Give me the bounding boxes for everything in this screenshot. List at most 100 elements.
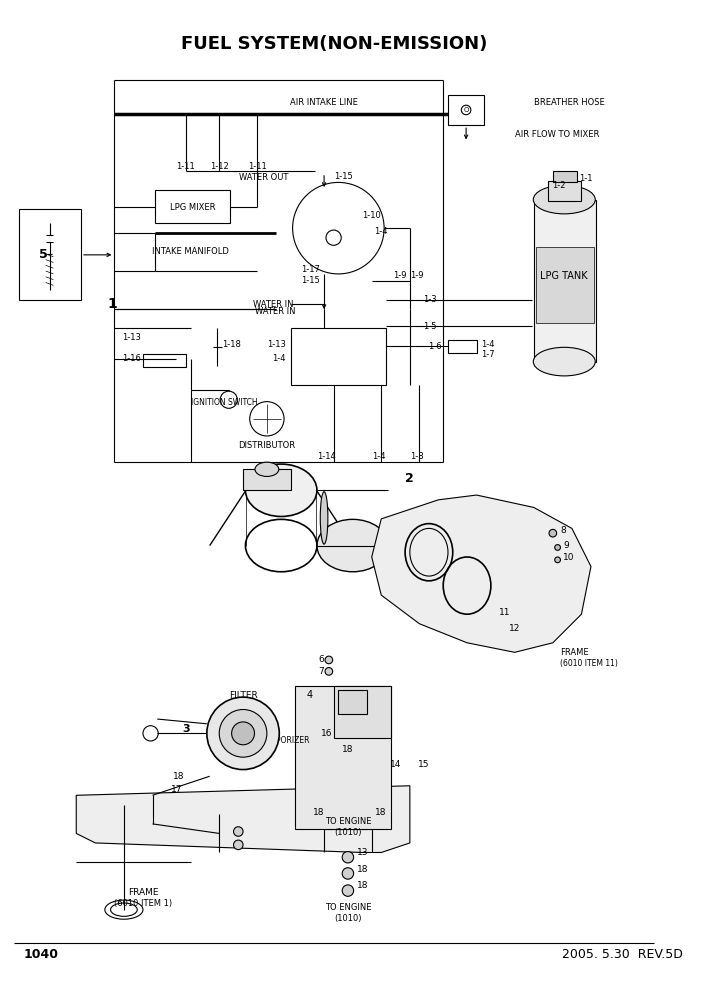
Text: AIR INTAKE LINE: AIR INTAKE LINE (290, 98, 358, 107)
Text: 1-16: 1-16 (122, 354, 141, 363)
Text: 1: 1 (107, 298, 117, 311)
Bar (333, 685, 391, 738)
Text: 7: 7 (318, 667, 324, 676)
Text: (6010 ITEM 11): (6010 ITEM 11) (560, 660, 618, 669)
Text: 1040: 1040 (24, 948, 59, 961)
Text: 1-4: 1-4 (374, 226, 388, 235)
Text: IGNITION SWITCH: IGNITION SWITCH (191, 398, 257, 407)
Text: FUEL SYSTEM(NON-EMISSION): FUEL SYSTEM(NON-EMISSION) (181, 35, 488, 54)
Text: 1-6: 1-6 (428, 342, 442, 351)
Text: LPG TANK: LPG TANK (541, 271, 588, 281)
Circle shape (232, 722, 255, 745)
Text: FRAME: FRAME (128, 888, 158, 897)
Text: DISTRIBUTOR: DISTRIBUTOR (238, 441, 296, 450)
Circle shape (342, 868, 354, 879)
Text: 1-17: 1-17 (301, 265, 320, 274)
Circle shape (234, 840, 243, 849)
Text: 1-11: 1-11 (176, 162, 195, 171)
Text: 13: 13 (357, 848, 369, 857)
Text: 1-1: 1-1 (579, 175, 593, 184)
Text: 1-2: 1-2 (552, 181, 565, 189)
Text: 18: 18 (342, 745, 354, 754)
Text: 10: 10 (563, 554, 575, 562)
Bar (155, 190, 230, 223)
Ellipse shape (317, 520, 388, 571)
Text: 1-4: 1-4 (371, 452, 385, 461)
Text: 1-15: 1-15 (333, 173, 352, 182)
Text: 1-18: 1-18 (222, 340, 241, 349)
Text: 15: 15 (418, 760, 430, 769)
Circle shape (234, 826, 243, 836)
Text: WATER IN: WATER IN (253, 300, 293, 309)
Text: 9: 9 (563, 541, 569, 551)
Text: 2: 2 (406, 472, 414, 485)
Text: 1-10: 1-10 (362, 211, 381, 220)
Text: 18: 18 (357, 865, 369, 874)
Polygon shape (372, 495, 591, 653)
Bar (534, 199, 596, 362)
Ellipse shape (534, 347, 595, 376)
Text: WATER OUT: WATER OUT (239, 174, 289, 183)
Text: 1-9: 1-9 (410, 272, 423, 281)
Bar (143, 354, 186, 367)
Text: 1-8: 1-8 (410, 452, 423, 461)
Bar (536, 247, 594, 323)
Bar (553, 171, 576, 183)
Text: FILTER: FILTER (229, 690, 258, 699)
Text: 3: 3 (182, 723, 190, 733)
Bar (296, 685, 391, 828)
Circle shape (325, 656, 333, 664)
Circle shape (325, 668, 333, 676)
Text: LPG MIXER: LPG MIXER (170, 202, 216, 211)
Text: 18: 18 (173, 772, 185, 781)
Bar (548, 181, 581, 201)
Text: 1-4: 1-4 (482, 340, 495, 349)
Ellipse shape (255, 462, 279, 476)
Text: INTAKE MANIFOLD: INTAKE MANIFOLD (152, 247, 229, 257)
Circle shape (549, 530, 557, 537)
Text: 1-3: 1-3 (423, 296, 437, 305)
Bar (19, 209, 81, 300)
Text: 1-11: 1-11 (248, 162, 267, 171)
Text: 1-9: 1-9 (394, 272, 407, 281)
Circle shape (555, 557, 560, 562)
Bar (243, 469, 291, 490)
Bar (291, 328, 386, 386)
Circle shape (555, 545, 560, 551)
Text: FRAME: FRAME (560, 648, 589, 657)
Circle shape (219, 709, 267, 757)
Circle shape (342, 851, 354, 863)
Text: 12: 12 (509, 624, 520, 633)
Text: O: O (463, 107, 469, 113)
Ellipse shape (320, 492, 328, 545)
Text: 1-7: 1-7 (482, 350, 495, 359)
Bar (448, 339, 477, 353)
Ellipse shape (246, 464, 317, 517)
Polygon shape (77, 786, 410, 852)
Text: 2005. 5.30  REV.5D: 2005. 5.30 REV.5D (562, 948, 683, 961)
Text: 1-13: 1-13 (122, 333, 141, 342)
Text: 4: 4 (307, 690, 313, 700)
Text: 1-5: 1-5 (423, 321, 437, 331)
Text: 11: 11 (499, 608, 511, 617)
Text: 5: 5 (39, 248, 47, 261)
Text: VAPORIZER: VAPORIZER (267, 736, 310, 745)
Text: 18: 18 (312, 807, 324, 817)
Text: 1-12: 1-12 (210, 162, 229, 171)
Text: 6: 6 (318, 656, 324, 665)
Ellipse shape (534, 186, 595, 214)
Text: AIR FLOW TO MIXER: AIR FLOW TO MIXER (515, 130, 599, 139)
Text: TO ENGINE: TO ENGINE (324, 904, 371, 913)
Text: 18: 18 (375, 807, 386, 817)
Text: 1-14: 1-14 (317, 452, 336, 461)
Text: BREATHER HOSE: BREATHER HOSE (534, 98, 604, 107)
Text: 16: 16 (322, 729, 333, 738)
Text: 18: 18 (357, 881, 369, 891)
Text: (1010): (1010) (334, 828, 362, 837)
Text: 14: 14 (390, 760, 402, 769)
Circle shape (342, 885, 354, 897)
Text: 1-13: 1-13 (267, 340, 286, 349)
Text: (1010): (1010) (334, 914, 362, 923)
Bar (338, 690, 367, 714)
Text: (6010 ITEM 1): (6010 ITEM 1) (114, 900, 172, 909)
